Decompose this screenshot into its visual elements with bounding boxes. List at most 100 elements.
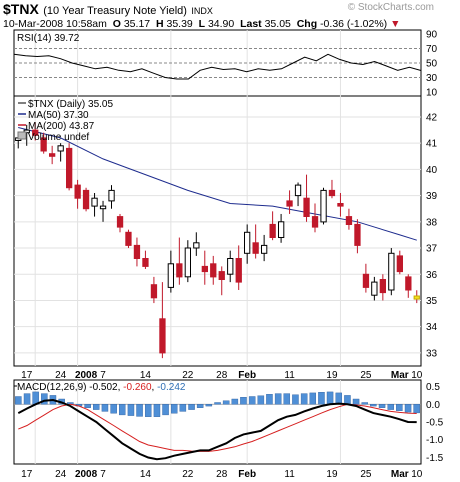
- macd-histogram-bar: [170, 404, 178, 414]
- x-tick-label: 25: [360, 370, 372, 381]
- candle-body: [320, 189, 327, 223]
- macd-label: MACD(12,26,9) -0.502, -0.260, -0.242: [17, 382, 186, 393]
- x-tick-label: 10: [411, 469, 423, 480]
- price-tick-label: 41: [426, 139, 438, 150]
- price-tick-label: 42: [426, 112, 438, 123]
- candle-body: [286, 200, 293, 207]
- x-tick-label: 2008: [75, 370, 98, 381]
- candle-body: [108, 189, 115, 202]
- macd-histogram-bar: [344, 395, 351, 405]
- candle-body: [82, 189, 90, 210]
- x-tick-label: 28: [216, 370, 228, 381]
- legend-entry: $TNX (Daily) 35.05: [28, 99, 113, 110]
- price-tick-label: 37: [426, 244, 438, 255]
- price-tick-label: 33: [426, 348, 438, 359]
- price-tick-label: 38: [426, 217, 438, 228]
- macd-histogram-bar: [266, 394, 273, 405]
- symbol: $TNX: [3, 1, 39, 17]
- macd-tick-label: -1.0: [426, 435, 444, 446]
- candle-body: [278, 221, 285, 239]
- macd-histogram-bar: [84, 404, 91, 408]
- candle-body: [252, 242, 259, 254]
- candle-body: [388, 252, 395, 291]
- macd-histogram-bar: [101, 404, 109, 412]
- rsi-tick-label: 50: [426, 59, 438, 70]
- candle-body: [201, 265, 208, 273]
- macd-histogram-bar: [292, 394, 299, 405]
- macd-histogram-bar: [318, 392, 325, 405]
- candle-body: [311, 216, 319, 228]
- chart-title: $TNX (10 Year Treasury Note Yield) INDX: [3, 1, 213, 19]
- down-arrow-icon: ▼: [390, 18, 401, 30]
- macd-histogram-bar: [205, 404, 213, 407]
- candle-body: [91, 197, 98, 207]
- x-tick-label: 24: [55, 370, 67, 381]
- x-tick-label: Mar: [391, 370, 409, 381]
- candle-body: [227, 258, 234, 275]
- x-tick-label: Feb: [238, 370, 256, 381]
- high-value: 35.39: [166, 18, 193, 30]
- macd-histogram-bar: [214, 402, 221, 405]
- candle-body: [57, 145, 64, 152]
- macd-histogram-bar: [231, 398, 239, 405]
- candle-body: [345, 216, 353, 226]
- x-tick-label: 24: [55, 469, 67, 480]
- macd-histogram-bar: [196, 404, 204, 408]
- x-tick-label: 19: [326, 469, 338, 480]
- candle-body: [328, 189, 336, 197]
- x-tick-label: 22: [182, 370, 194, 381]
- macd-histogram-bar: [240, 397, 247, 405]
- last-candle: [413, 295, 420, 300]
- macd-histogram-bar: [179, 404, 187, 412]
- price-tick-label: 34: [426, 322, 438, 333]
- candle-body: [235, 258, 242, 283]
- macd-histogram-bar: [387, 404, 395, 410]
- macd-line: [17, 398, 417, 461]
- open-value: 35.17: [123, 18, 151, 30]
- x-tick-label: 2008: [75, 469, 98, 480]
- price-tick-label: 35: [426, 296, 438, 307]
- macd-histogram-bar: [326, 391, 334, 405]
- x-tick-label: 10: [411, 370, 423, 381]
- quote-date: 10-Mar-2008 10:58am: [3, 18, 107, 30]
- candle-body: [142, 258, 149, 267]
- macd-histogram-bar: [309, 392, 317, 405]
- candle-body: [99, 205, 107, 210]
- x-tick-label: 7: [100, 370, 106, 381]
- x-tick-label: 11: [284, 469, 295, 480]
- watermark: © StockCharts.com: [347, 2, 434, 13]
- legend-entry: MA(50) 37.30: [28, 110, 89, 121]
- macd-histogram-bar: [15, 396, 22, 405]
- candle-body: [184, 247, 191, 278]
- macd-histogram-bar: [404, 404, 412, 413]
- macd-tick-label: 0.0: [426, 400, 440, 411]
- macd-histogram-bar: [110, 404, 117, 414]
- x-tick-label: 17: [21, 469, 33, 480]
- candle-body: [218, 271, 225, 281]
- legend-entry: Volume undef: [28, 132, 89, 143]
- macd-histogram-bar: [23, 393, 31, 405]
- candle-body: [354, 223, 361, 246]
- rsi-label: RSI(14) 39.72: [17, 33, 80, 44]
- candle-body: [210, 263, 217, 278]
- legend-swatch: [17, 131, 27, 140]
- candle-body: [261, 244, 268, 254]
- candle-body: [167, 263, 174, 288]
- macd-histogram-bar: [396, 404, 403, 411]
- macd-histogram-bar: [162, 404, 169, 416]
- candle-body: [23, 129, 30, 134]
- x-tick-label: 14: [140, 469, 152, 480]
- security-name: (10 Year Treasury Note Yield): [43, 5, 187, 17]
- macd-histogram-bar: [335, 392, 343, 405]
- macd-histogram-bar: [92, 404, 100, 410]
- quote-line: 10-Mar-2008 10:58am O 35.17 H 35.39 L 34…: [3, 18, 401, 30]
- candle-body: [396, 255, 404, 273]
- macd-histogram-bar: [248, 396, 256, 405]
- x-tick-label: Mar: [391, 469, 409, 480]
- macd-tick-label: -0.5: [426, 418, 444, 429]
- macd-tick-label: 0.5: [426, 382, 440, 393]
- candle-body: [193, 242, 200, 249]
- macd-histogram-bar: [370, 404, 377, 407]
- macd-histogram-bar: [222, 400, 230, 405]
- price-tick-label: 39: [426, 191, 438, 202]
